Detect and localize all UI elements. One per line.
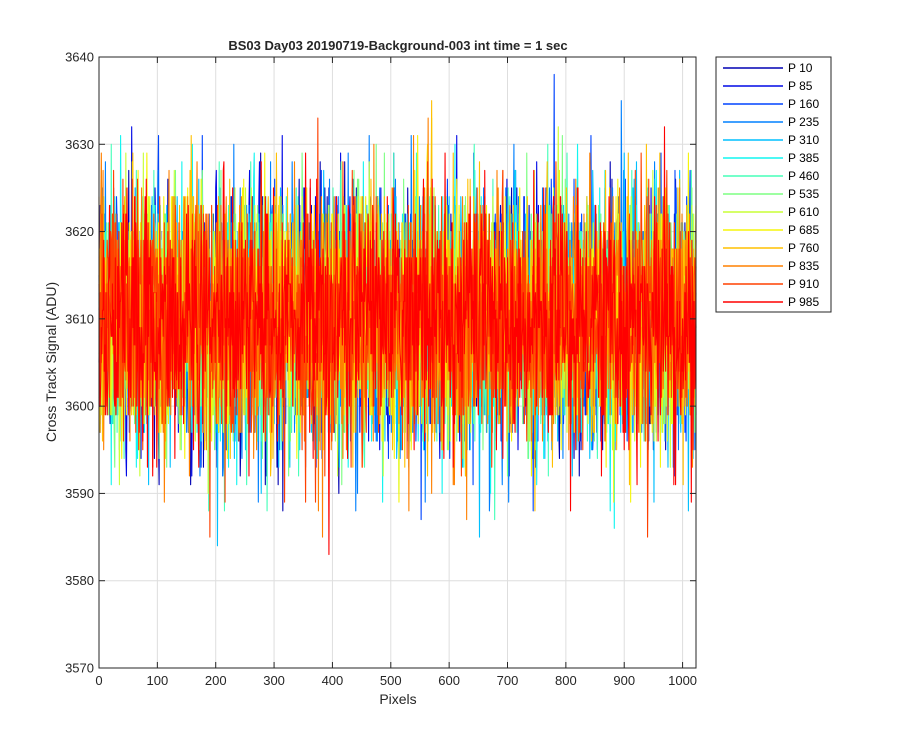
- legend-label: P 235: [788, 115, 819, 129]
- legend-label: P 610: [788, 205, 819, 219]
- ticks: 0 100 200 300 400 500 600 700 800 900 1000 3570 3580…: [65, 50, 697, 689]
- y-axis-label: Cross Track Signal (ADU): [43, 282, 59, 442]
- legend-label: P 385: [788, 151, 819, 165]
- x-tick-label: 300: [263, 673, 285, 688]
- x-tick-label: 1000: [668, 673, 697, 688]
- legend-label: P 535: [788, 187, 819, 201]
- y-tick-label: 3590: [65, 486, 94, 501]
- y-tick-label: 3610: [65, 311, 94, 326]
- legend-label: P 85: [788, 79, 813, 93]
- x-tick-label: 800: [555, 673, 577, 688]
- x-tick-label: 100: [147, 673, 169, 688]
- x-tick-label: 600: [438, 673, 460, 688]
- legend-label: P 160: [788, 97, 819, 111]
- x-tick-label: 0: [95, 673, 102, 688]
- y-tick-label: 3580: [65, 573, 94, 588]
- chart-title: BS03 Day03 20190719-Background-003 int t…: [228, 38, 567, 53]
- x-tick-label: 400: [322, 673, 344, 688]
- series-line: [98, 117, 697, 538]
- y-tick-label: 3600: [65, 399, 94, 414]
- plot-frame: [98, 56, 697, 669]
- series-line: [98, 126, 697, 556]
- y-tick-label: 3620: [65, 224, 94, 239]
- legend-label: P 10: [788, 61, 813, 75]
- legend-label: P 460: [788, 169, 819, 183]
- legend: P 10 P 85 P 160 P 235 P 310 P 385 P 460 P 535 P …: [715, 56, 832, 313]
- y-tick-label: 3570: [65, 661, 94, 676]
- legend-label: P 835: [788, 259, 819, 273]
- y-tick-label: 3630: [65, 137, 94, 152]
- legend-label: P 760: [788, 241, 819, 255]
- legend-label: P 685: [788, 223, 819, 237]
- y-tick-label: 3640: [65, 50, 94, 65]
- legend-box: [715, 56, 832, 313]
- legend-label: P 310: [788, 133, 819, 147]
- legend-label: P 985: [788, 295, 819, 309]
- x-tick-label: 900: [613, 673, 635, 688]
- x-axis-label: Pixels: [379, 691, 416, 707]
- x-tick-label: 700: [497, 673, 519, 688]
- series-group: [98, 73, 697, 556]
- legend-label: P 910: [788, 277, 819, 291]
- x-tick-label: 200: [205, 673, 227, 688]
- x-tick-label: 500: [380, 673, 402, 688]
